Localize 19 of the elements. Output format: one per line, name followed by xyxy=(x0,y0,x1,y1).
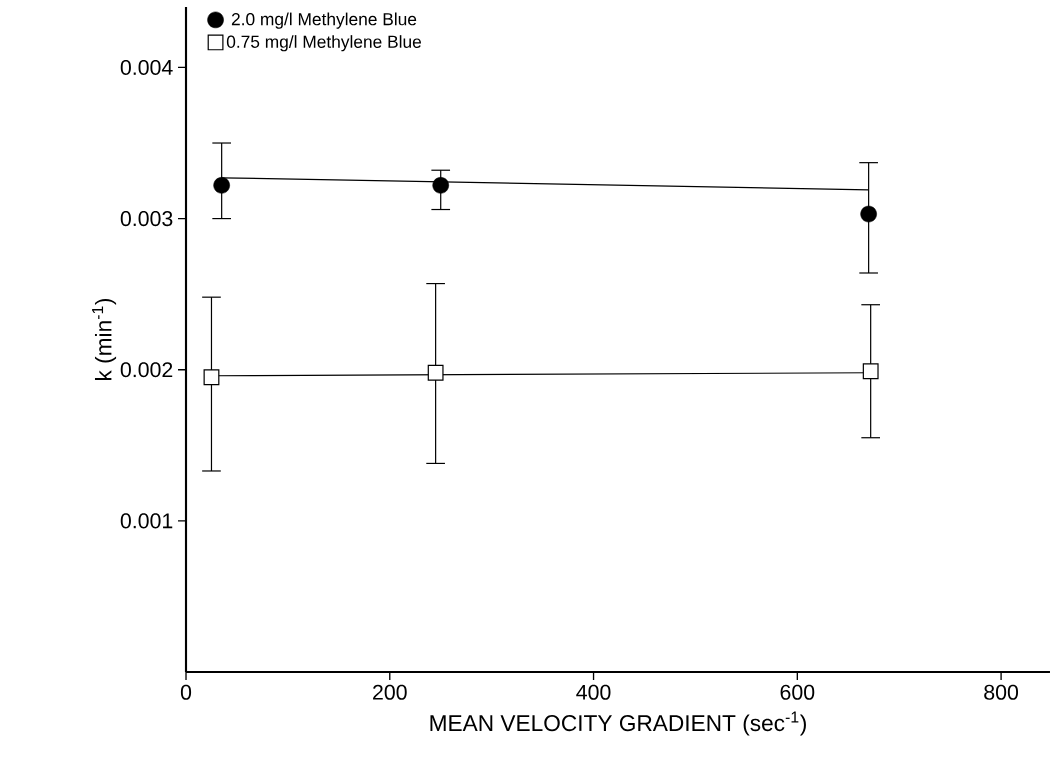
x-tick-label: 800 xyxy=(984,684,1019,700)
point xyxy=(203,369,220,386)
point xyxy=(860,205,877,223)
y-tick-label: 0.004 xyxy=(120,59,173,75)
point xyxy=(427,364,444,381)
x-tick-label: 0 xyxy=(180,684,192,700)
legend-label: 2.0 mg/l Methylene Blue xyxy=(231,12,417,29)
x-tick-label: 600 xyxy=(780,684,815,700)
legend-label: 0.75 mg/l Methylene Blue xyxy=(226,35,421,52)
y-tick-label: 0.002 xyxy=(120,362,173,378)
x-tick-label: 200 xyxy=(373,684,407,700)
point xyxy=(432,177,449,194)
y-tick-label: 0.003 xyxy=(120,211,173,227)
y-tick-label: 0.001 xyxy=(120,513,173,529)
x-tick-label: 400 xyxy=(576,684,611,700)
point xyxy=(862,363,879,380)
x-axis-title: MEAN VELOCITY GRADIENT (sec$^{-1}$) xyxy=(430,711,806,736)
y-axis-title: k (min$^{-1}$) xyxy=(92,298,117,380)
point xyxy=(213,177,230,194)
